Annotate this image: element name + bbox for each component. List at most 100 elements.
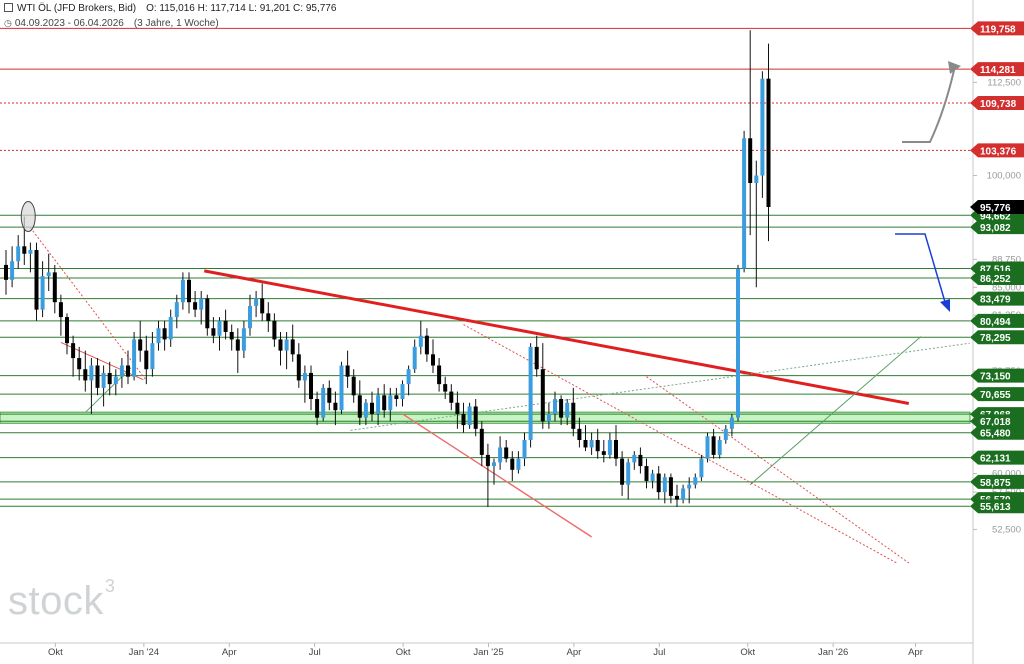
candle-body	[736, 268, 740, 418]
candle-body	[339, 365, 344, 411]
price-tag	[970, 499, 1024, 514]
x-tick-label: Jan '25	[473, 647, 503, 658]
candle-body	[418, 335, 423, 347]
candle-body	[40, 276, 45, 310]
candle-body	[132, 339, 137, 377]
candle-body	[199, 298, 204, 310]
candle-body	[540, 369, 545, 422]
candles-layer	[4, 30, 771, 508]
candle-body	[510, 458, 515, 470]
candle-body	[302, 372, 307, 381]
current-price-tag	[970, 200, 1024, 214]
candle-body	[766, 78, 771, 207]
candle-body	[644, 466, 649, 481]
candle-body	[577, 428, 582, 441]
x-tick-label: Jul	[309, 647, 321, 658]
candle-body	[357, 395, 362, 418]
candle-body	[705, 436, 710, 459]
y-tick-label: 88,750	[992, 254, 1021, 265]
candle-body	[83, 369, 88, 381]
candle-body	[534, 346, 539, 370]
candle-body	[193, 302, 198, 310]
candle-body	[278, 339, 283, 351]
candle-body	[138, 339, 143, 351]
candle-body	[254, 298, 259, 306]
logo-text: stock	[8, 579, 104, 623]
price-tag-label: 67,018	[980, 417, 1011, 428]
candle-body	[126, 365, 130, 377]
candle-body	[638, 454, 643, 467]
price-tag	[970, 313, 1024, 328]
candle-body	[479, 428, 484, 455]
candle-body	[321, 387, 326, 418]
candle-body	[607, 440, 612, 455]
up-arrow	[902, 65, 956, 143]
x-tick-label: Apr	[908, 647, 923, 658]
candle-body	[461, 413, 466, 426]
price-tag	[970, 474, 1024, 489]
x-tick-label: Apr	[567, 647, 582, 658]
x-tick-label: Apr	[222, 647, 237, 658]
candle-body	[52, 272, 57, 303]
x-tick-label: Jan '24	[129, 647, 159, 658]
candle-body	[620, 458, 625, 485]
candle-body	[571, 402, 576, 429]
candle-body	[473, 406, 478, 429]
candle-body	[729, 417, 734, 429]
candle-body	[65, 317, 69, 344]
candle-body	[10, 261, 15, 280]
y-tick-label: 60,000	[992, 469, 1021, 480]
price-tag-label: 83,479	[980, 295, 1011, 306]
candle-body	[662, 477, 667, 493]
candle-body	[589, 440, 594, 448]
candle-body	[443, 384, 448, 392]
candle-body	[583, 440, 588, 448]
price-tag	[970, 414, 1024, 429]
candle-body	[498, 447, 503, 463]
candle-body	[187, 279, 191, 303]
x-tick-label: Okt	[740, 647, 755, 658]
support-zone-layer	[0, 411, 971, 424]
price-tag-label: 93,082	[980, 223, 1011, 234]
candle-body	[95, 365, 100, 388]
ohlc-values: O: 115,016 H: 117,714 L: 91,201 C: 95,77…	[146, 3, 337, 14]
clock-icon: ◷	[4, 18, 12, 28]
candle-body	[400, 384, 405, 400]
candle-body	[235, 339, 240, 351]
candle-body	[412, 346, 417, 370]
candle-body	[16, 246, 21, 262]
price-tag-label: 65,480	[980, 429, 1011, 440]
candle-body	[485, 454, 490, 467]
candle-body	[742, 138, 747, 269]
candle-body	[284, 339, 289, 351]
support-zone	[0, 411, 971, 424]
candle-body	[528, 346, 533, 441]
candle-body	[71, 343, 76, 359]
candle-body	[656, 473, 661, 493]
price-tag-label: 94,662	[980, 211, 1011, 222]
candle-body	[449, 391, 454, 403]
candle-body	[668, 477, 673, 496]
down-arrow-head	[940, 299, 950, 312]
candle-body	[394, 395, 399, 400]
chart-header-range: ◷ 04.09.2023 - 06.04.2026 (3 Jahre, 1 Woch…	[4, 18, 219, 29]
candle-body	[211, 328, 216, 336]
candle-body	[46, 272, 51, 277]
dotted-trendline	[350, 342, 970, 431]
stock3-logo: stock3	[8, 576, 115, 624]
candle-body	[89, 365, 94, 381]
price-tag	[970, 95, 1024, 110]
candle-body	[168, 317, 173, 340]
x-tick-label: Okt	[396, 647, 411, 658]
candle-body	[376, 395, 381, 414]
candle-body	[565, 402, 570, 418]
candle-body	[363, 402, 368, 418]
candle-body	[174, 302, 179, 318]
candle-body	[162, 328, 167, 340]
highlight-ellipse	[20, 201, 36, 233]
candle-body	[101, 372, 106, 388]
period-label: (3 Jahre, 1 Woche)	[133, 18, 219, 29]
x-tick-label: Jan '26	[818, 647, 848, 658]
price-tag	[970, 330, 1024, 345]
